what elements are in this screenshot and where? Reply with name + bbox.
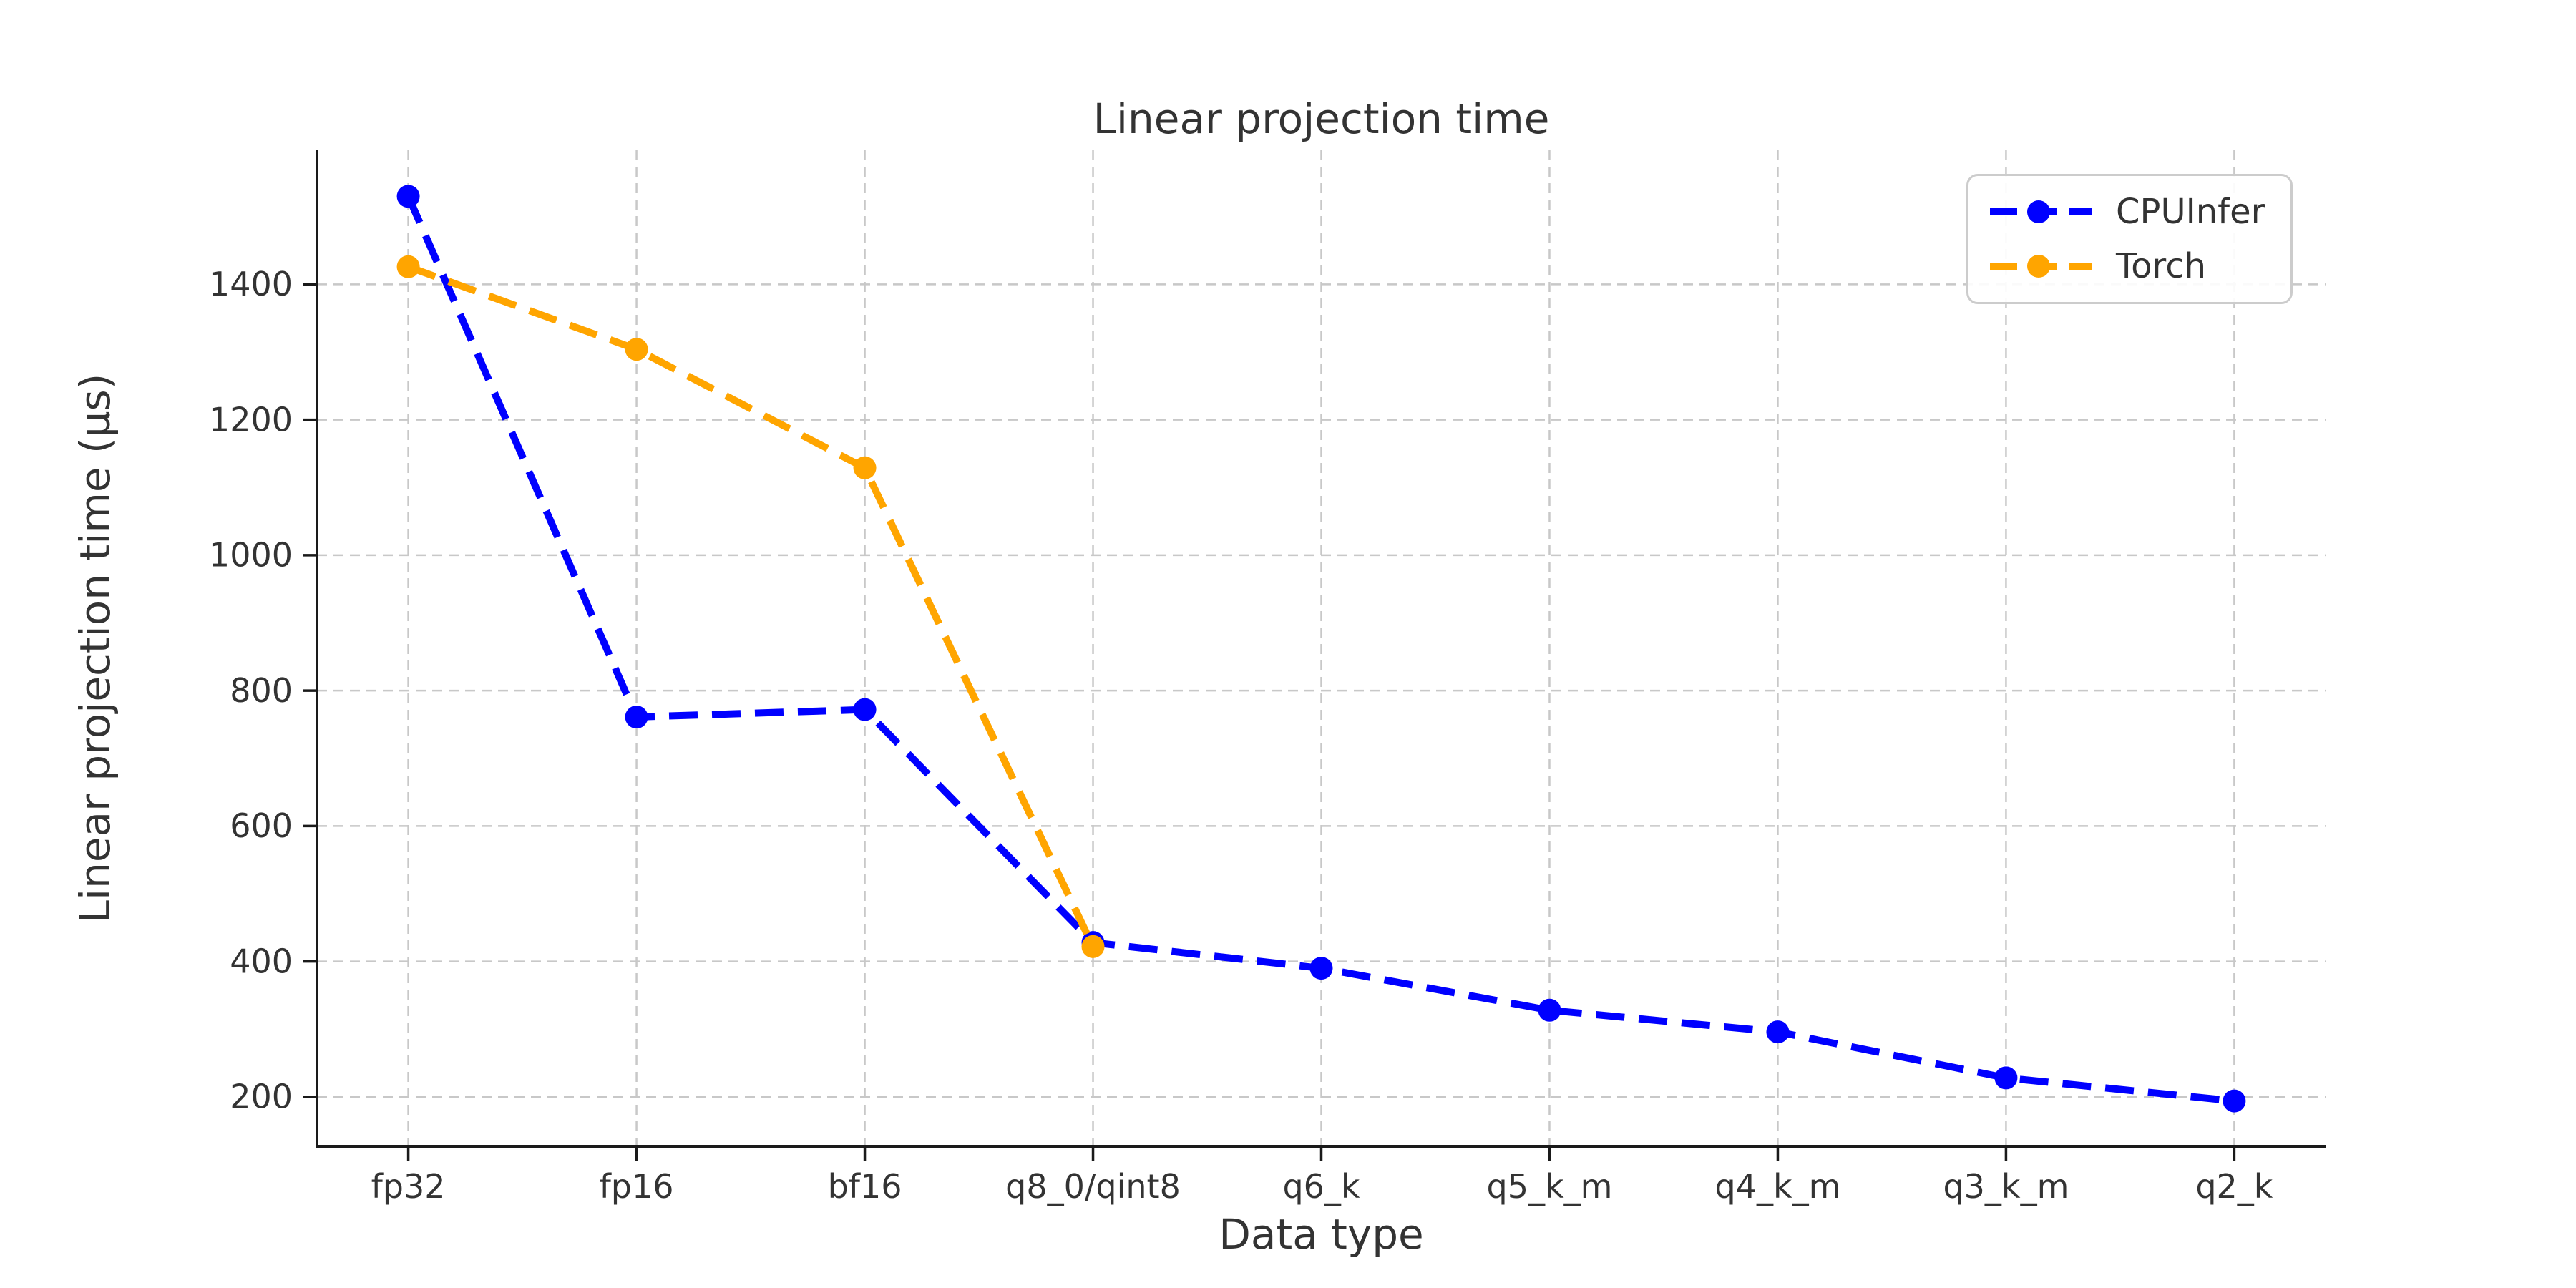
data-point [396, 185, 420, 208]
data-point [625, 706, 648, 729]
x-tick-label: fp32 [371, 1167, 446, 1206]
series-line-torch [406, 263, 1097, 948]
y-tick-label: 800 [230, 671, 293, 710]
x-tick-label: q2_k [2195, 1167, 2273, 1206]
data-point [2223, 1089, 2246, 1113]
x-tick-label: q5_k_m [1487, 1167, 1613, 1206]
y-tick-label: 600 [230, 806, 293, 845]
y-tick-label: 1200 [209, 400, 293, 439]
x-tick-label: q6_k [1282, 1167, 1360, 1206]
chart-title: Linear projection time [1093, 94, 1550, 143]
legend: CPUInfer Torch [1966, 174, 2293, 304]
y-axis-label: Linear projection time (µs) [71, 373, 119, 924]
legend-label: CPUInfer [2116, 192, 2265, 232]
legend-line-marker-icon [1990, 200, 2092, 223]
data-point [1538, 998, 1561, 1022]
x-tick-label: q8_0/qint8 [1005, 1167, 1181, 1206]
grid-vertical [407, 150, 2235, 1146]
legend-item-torch: Torch [1987, 249, 2265, 283]
y-tick-label: 200 [230, 1078, 293, 1116]
x-tick-label: q3_k_m [1943, 1167, 2069, 1206]
x-tick-label: q4_k_m [1714, 1167, 1840, 1206]
legend-line-marker-icon [1990, 255, 2092, 278]
x-axis-label: Data type [1219, 1210, 1424, 1259]
data-point [1081, 935, 1105, 958]
data-point [853, 456, 877, 479]
series-markers-torch [396, 255, 1105, 958]
data-point [1309, 957, 1333, 980]
x-axis-ticks: fp32 fp16 bf16 q8_0/qint8 q6_k q5_k_m q4_k_m q3… [371, 1146, 2273, 1206]
y-axis-ticks: 200 400 600 800 1000 1200 1400 [209, 265, 317, 1116]
legend-item-cpuinfer: CPUInfer [1987, 195, 2265, 229]
data-point [853, 698, 877, 721]
data-point [1994, 1066, 2018, 1090]
legend-label: Torch [2116, 246, 2207, 286]
x-tick-label: bf16 [828, 1167, 902, 1206]
data-point [625, 338, 648, 361]
y-tick-label: 1400 [209, 265, 293, 303]
y-tick-label: 400 [230, 942, 293, 980]
data-point [1766, 1020, 1790, 1044]
data-point [396, 255, 420, 278]
x-tick-label: fp16 [600, 1167, 674, 1206]
y-tick-label: 1000 [209, 536, 293, 575]
